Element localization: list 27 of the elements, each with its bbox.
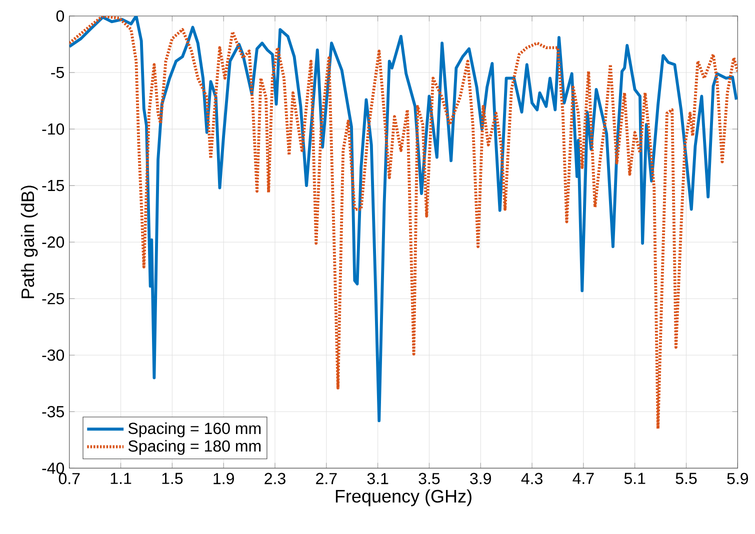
x-tick-label: 3.1 <box>367 472 388 484</box>
x-tick-label: 1.1 <box>110 472 132 484</box>
y-tick-label: -20 <box>42 236 64 248</box>
x-tick-label: 1.9 <box>214 472 234 484</box>
x-tick-label: 4.7 <box>572 472 594 484</box>
x-tick-label: 1.5 <box>162 472 183 484</box>
y-axis-title: Path gain (dB) <box>20 186 38 298</box>
x-tick-label: 5.9 <box>727 472 748 484</box>
x-tick-label: 2.3 <box>264 472 286 484</box>
legend-label: Spacing = 160 mm <box>128 422 261 438</box>
y-tick-label: 0 <box>56 10 64 22</box>
y-tick-label: -25 <box>42 292 64 304</box>
x-tick-label: 3.9 <box>470 472 491 484</box>
x-tick-label: 2.7 <box>316 472 337 484</box>
y-tick-label: -30 <box>42 349 64 361</box>
x-axis-title: Frequency (GHz) <box>336 489 472 506</box>
x-tick-label: 4.3 <box>521 472 542 484</box>
y-tick-label: -35 <box>42 406 64 418</box>
y-tick-label: -10 <box>42 123 64 135</box>
y-tick-label: -40 <box>42 462 64 474</box>
x-tick-label: 5.1 <box>624 472 646 484</box>
x-tick-label: 3.5 <box>418 472 440 484</box>
y-tick-label: -15 <box>42 180 64 192</box>
legend-label: Spacing = 180 mm <box>128 440 261 455</box>
x-tick-label: 0.7 <box>58 472 80 484</box>
y-tick-label: -5 <box>51 66 64 78</box>
x-tick-label: 5.5 <box>676 472 697 484</box>
